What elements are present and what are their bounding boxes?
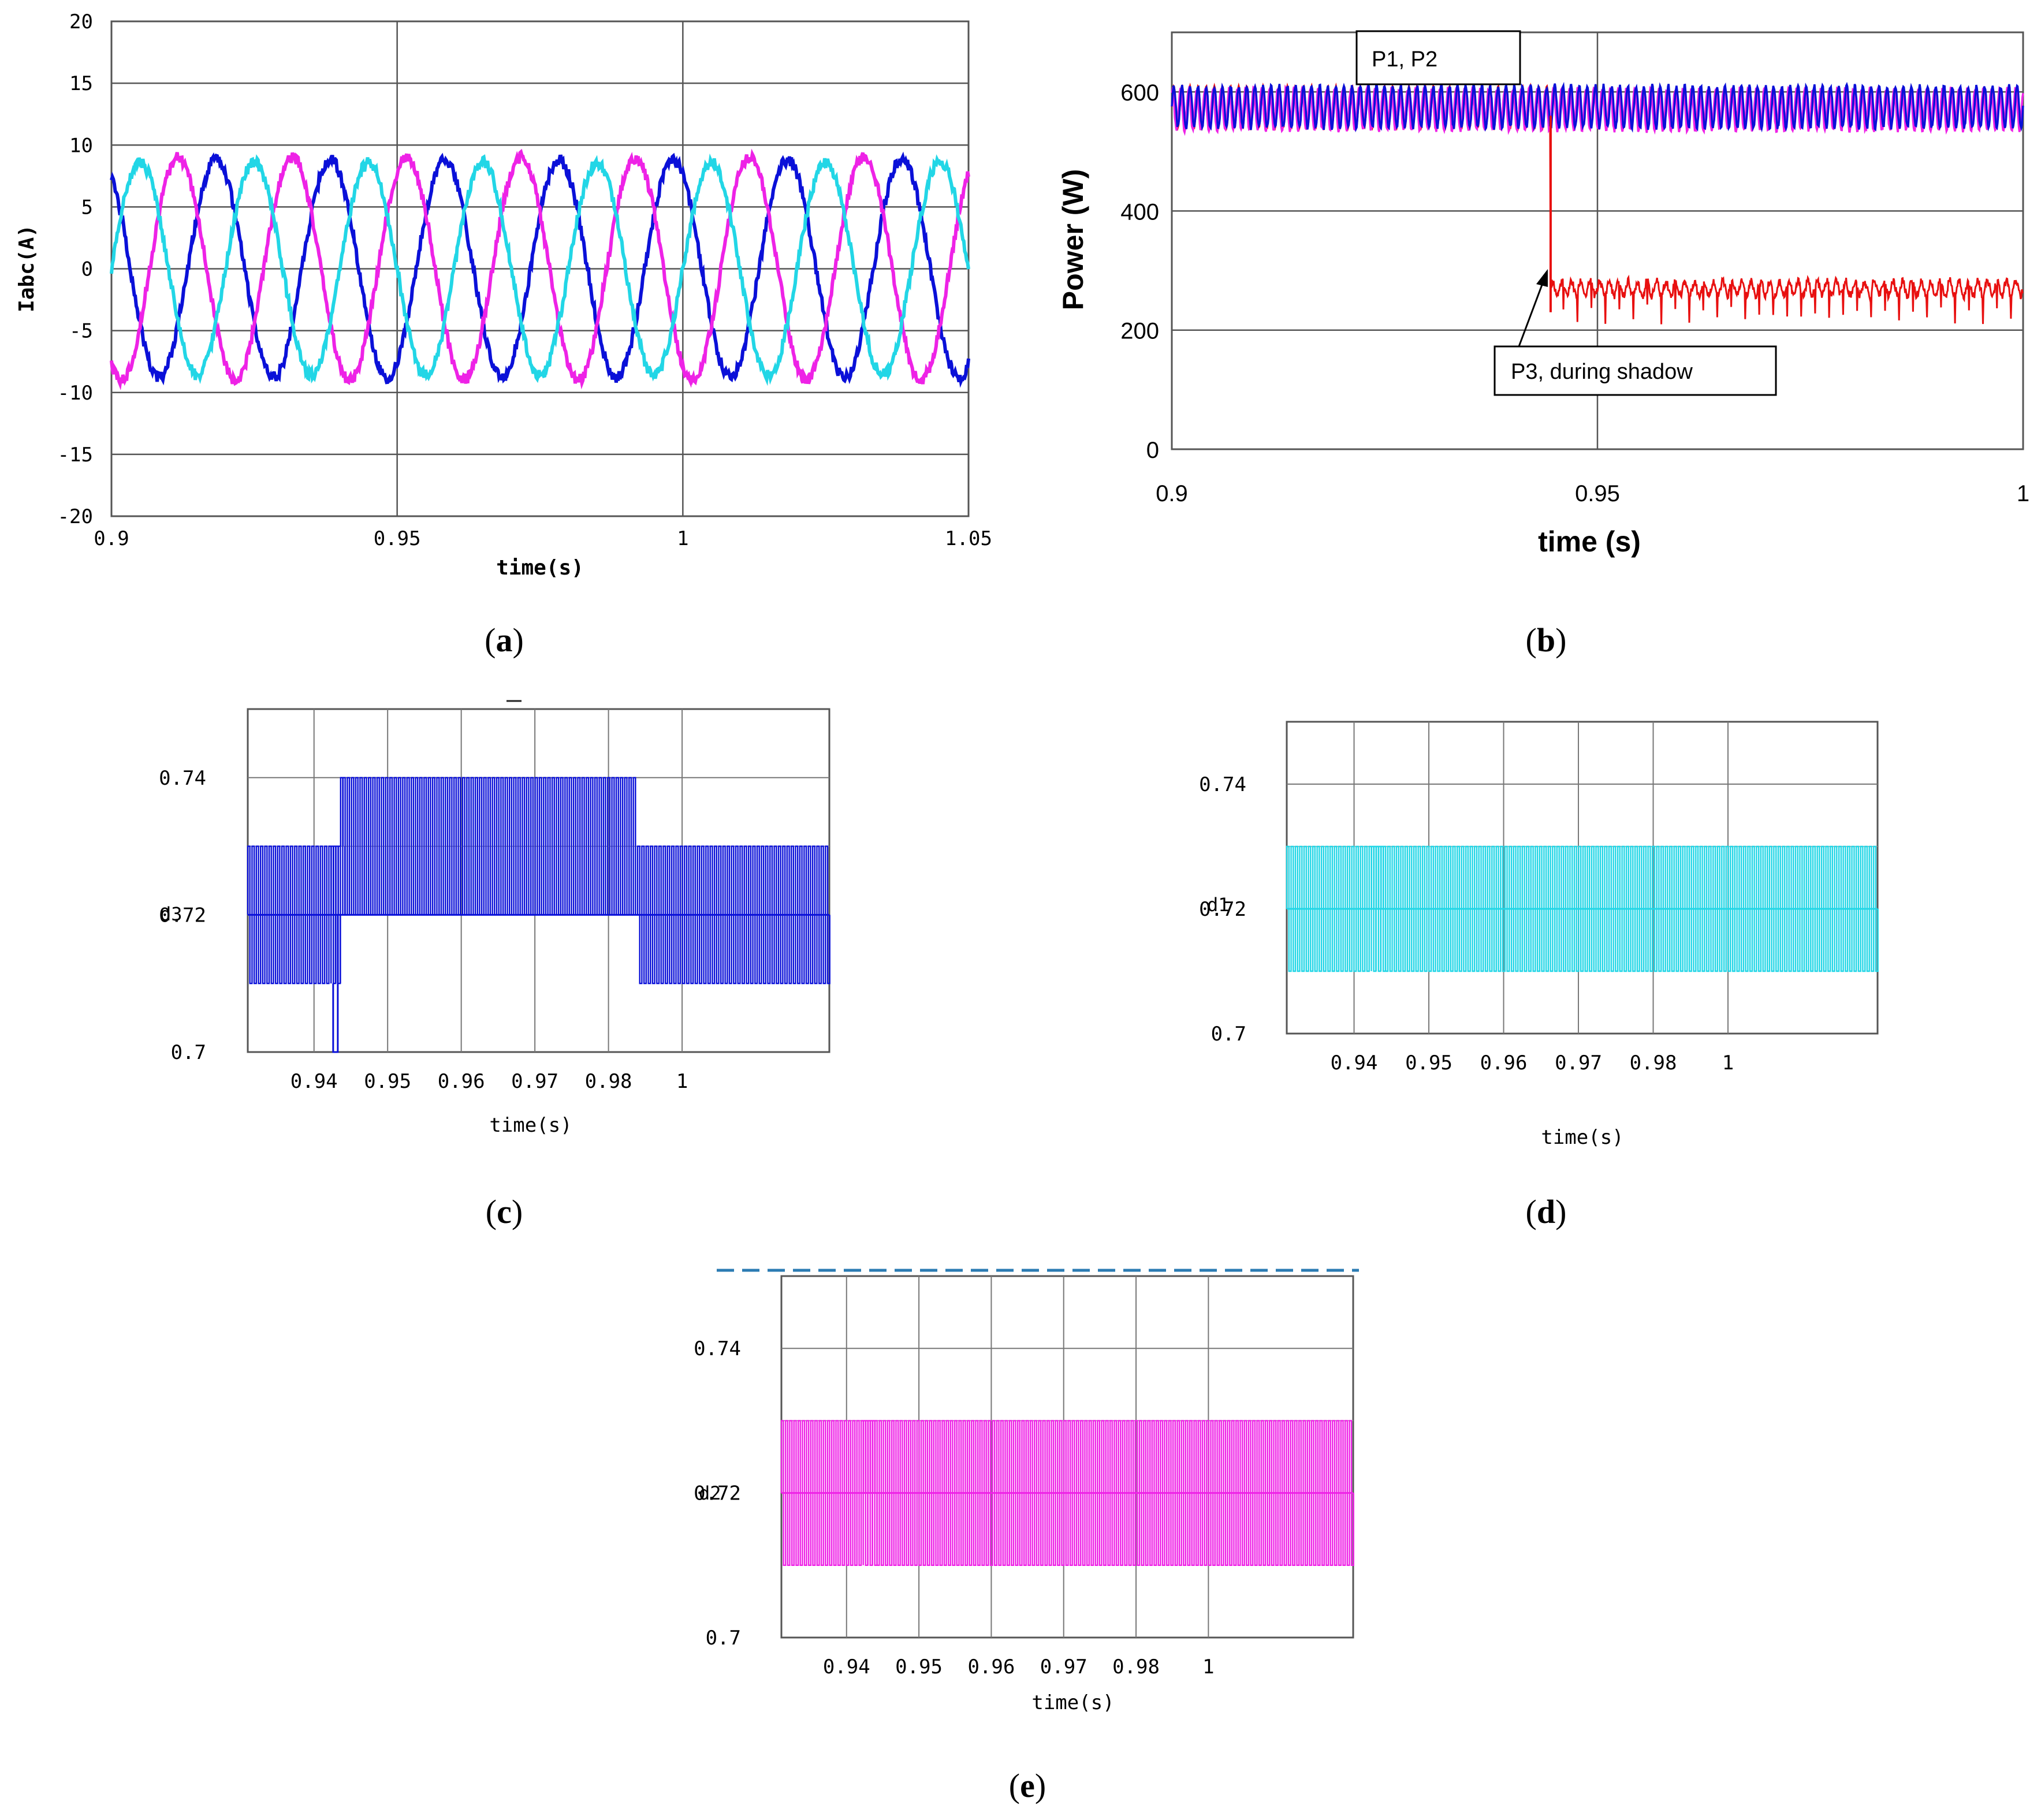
annotation-p3: P3, during shadow (1511, 360, 1693, 384)
chart-b-series (1171, 81, 2024, 325)
chart-b-xlabel: time (s) (1538, 525, 1641, 558)
chart-b: 600 400 200 0 0.9 0.95 1 Power (W) time (s) P… (1057, 30, 2029, 659)
x-tick-label: 0.97 (1555, 1051, 1602, 1075)
y-tick-label: 0.7 (1211, 1023, 1246, 1046)
series-line-Ic (110, 153, 970, 386)
chart-c-ylabel: d3 (160, 903, 183, 925)
chart-a-yticks: 20 15 10 5 0 -5 -10 -15 -20 (58, 10, 93, 528)
x-tick-label: 0.98 (585, 1070, 632, 1093)
y-tick-label: 600 (1120, 80, 1159, 106)
chart-c-xlabel: time(s) (489, 1114, 572, 1137)
x-tick-label: 0.98 (1112, 1655, 1160, 1679)
annotation-arrow-head (1536, 269, 1548, 287)
x-tick-label: 1.05 (945, 527, 992, 550)
panel-label-c: (c) (486, 1193, 523, 1230)
y-tick-label: 400 (1120, 199, 1159, 225)
x-tick-label: 0.94 (1331, 1051, 1378, 1075)
annotation-p1p2-box (1355, 30, 1521, 85)
x-tick-label: 0.98 (1630, 1051, 1677, 1075)
series-line-Ib (110, 148, 970, 390)
y-tick-label: 0.7 (706, 1627, 741, 1650)
y-tick-label: 0.7 (171, 1041, 206, 1064)
chart-e-ylabel: d2 (699, 1482, 721, 1504)
x-tick-label: 1 (1722, 1051, 1734, 1075)
y-tick-label: 0.74 (1199, 773, 1246, 796)
y-tick-label: -15 (58, 443, 93, 467)
chart-c-yticks: 0.74 0.72 0.7 (159, 767, 206, 1064)
chart-e-series (780, 1420, 1354, 1566)
y-tick-label: -20 (58, 505, 93, 528)
chart-b-ylabel: Power (W) (1057, 169, 1089, 310)
x-tick-label: 0.96 (438, 1070, 485, 1093)
chart-d-series (1286, 845, 1879, 972)
y-tick-label: 0 (81, 258, 93, 281)
annotation-p1p2: P1, P2 (1372, 47, 1437, 72)
y-tick-label: 0.74 (694, 1337, 741, 1360)
chart-e-yticks: 0.74 0.72 0.7 (694, 1337, 741, 1650)
x-tick-label: 0.9 (94, 527, 129, 550)
series-line-P1 (1171, 81, 2024, 133)
x-tick-label: 0.96 (967, 1655, 1015, 1679)
chart-e-xlabel: time(s) (1031, 1691, 1114, 1714)
chart-a-xlabel: time(s) (496, 556, 584, 580)
chart-d-xlabel: time(s) (1541, 1126, 1623, 1149)
chart-d-xticks: 0.94 0.95 0.96 0.97 0.98 1 (1331, 1051, 1734, 1075)
chart-a: 20 15 10 5 0 -5 -10 -15 -20 0.9 0.95 1 1.05 Iabc(A)… (15, 10, 992, 659)
x-tick-label: 0.94 (823, 1655, 870, 1679)
y-tick-label: 200 (1120, 319, 1159, 344)
chart-a-ylabel: Iabc(A) (15, 225, 39, 312)
panel-label-e: (e) (1009, 1767, 1046, 1804)
y-tick-label: 10 (69, 134, 93, 157)
y-tick-label: 0.74 (159, 767, 206, 790)
y-tick-label: 15 (69, 72, 93, 95)
x-tick-label: 0.95 (1405, 1051, 1452, 1075)
x-tick-label: 0.94 (290, 1070, 338, 1093)
panel-label-b: (b) (1526, 621, 1567, 659)
chart-c: 0.74 0.72 0.7 0.94 0.95 0.96 0.97 0.98 1 d3 tim… (159, 700, 830, 1230)
y-tick-label: -5 (69, 320, 93, 343)
series-line-P2 (1171, 84, 2024, 136)
chart-a-xticks: 0.9 0.95 1 1.05 (94, 527, 992, 550)
annotation-arrow-line (1518, 281, 1544, 347)
chart-e-xticks: 0.94 0.95 0.96 0.97 0.98 1 (823, 1655, 1215, 1679)
x-tick-label: 0.9 (1156, 481, 1188, 506)
y-tick-label: -10 (58, 382, 93, 405)
x-tick-label: 1 (1202, 1655, 1214, 1679)
chart-c-xticks: 0.94 0.95 0.96 0.97 0.98 1 (290, 1070, 688, 1093)
chart-d-yticks: 0.74 0.72 0.7 (1199, 773, 1246, 1046)
x-tick-label: 0.95 (895, 1655, 943, 1679)
chart-d: 0.74 0.72 0.7 0.94 0.95 0.96 0.97 0.98 1 d1 tim… (1199, 721, 1879, 1230)
chart-d-ylabel: d1 (1207, 894, 1230, 916)
x-tick-label: 1 (677, 527, 688, 550)
chart-a-series (110, 148, 970, 390)
panel-label-d: (d) (1526, 1193, 1567, 1230)
x-tick-label: 1 (676, 1070, 688, 1093)
chart-b-xticks: 0.9 0.95 1 (1156, 481, 2029, 506)
x-tick-label: 0.96 (1480, 1051, 1528, 1075)
y-tick-label: 20 (69, 10, 93, 33)
x-tick-label: 0.95 (374, 527, 421, 550)
annotation-p3-box (1493, 345, 1777, 396)
y-tick-label: 0 (1146, 438, 1159, 463)
x-tick-label: 0.97 (1040, 1655, 1087, 1679)
x-tick-label: 0.95 (1575, 481, 1620, 506)
y-tick-label: 5 (81, 196, 93, 219)
x-tick-label: 0.97 (511, 1070, 558, 1093)
panel-label-a: (a) (485, 621, 524, 659)
chart-e: 0.74 0.72 0.7 0.94 0.95 0.96 0.97 0.98 1 d2 tim… (694, 1269, 1359, 1804)
chart-b-yticks: 600 400 200 0 (1120, 80, 1159, 463)
duty-dip (332, 915, 339, 1053)
chart-c-series (247, 777, 830, 1053)
x-tick-label: 0.95 (364, 1070, 411, 1093)
y-tick-label: 0.72 (159, 904, 206, 927)
x-tick-label: 1 (2017, 481, 2029, 506)
y-tick-label: 0.72 (1199, 898, 1246, 921)
y-tick-label: 0.72 (694, 1482, 741, 1505)
